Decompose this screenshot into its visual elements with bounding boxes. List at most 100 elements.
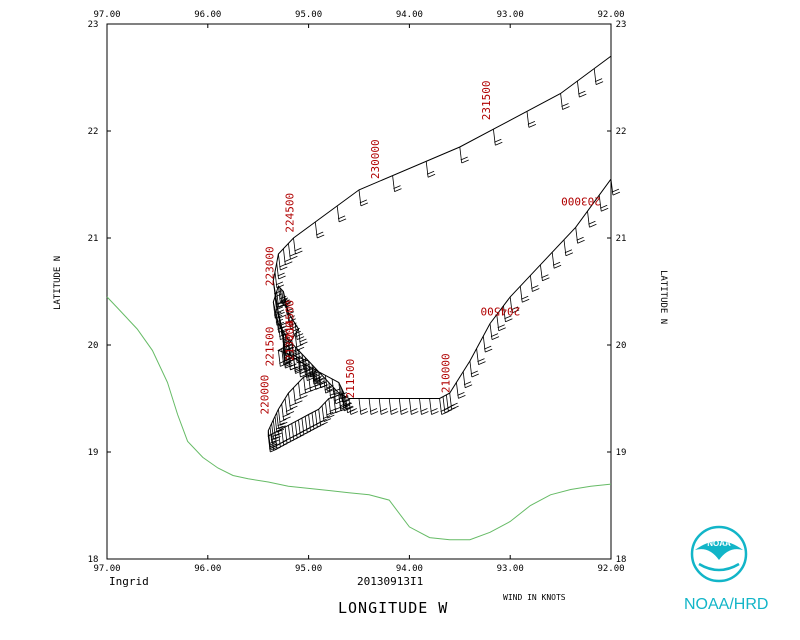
wind-barb xyxy=(288,393,298,410)
wind-barb xyxy=(336,205,347,223)
wind-barb xyxy=(318,409,328,426)
y-axis-title-right: LATITUDE N xyxy=(658,270,668,324)
wind-barb xyxy=(325,402,335,419)
wind-barb xyxy=(469,360,479,378)
x-tick-label-bottom: 95.00 xyxy=(295,564,322,574)
wind-barb xyxy=(575,227,585,244)
x-tick-label-top: 93.00 xyxy=(497,10,524,20)
wind-barb xyxy=(519,286,530,303)
y-tick-label-left: 20 xyxy=(88,341,99,351)
wind-barb xyxy=(577,81,587,98)
wind-barb xyxy=(283,350,293,367)
wind-barb xyxy=(293,357,303,374)
wind-barb xyxy=(429,398,439,415)
wind-barb xyxy=(281,403,291,421)
y-tick-label-right: 21 xyxy=(616,234,627,244)
y-tick-label-right: 23 xyxy=(616,20,627,30)
time-label: 213000 xyxy=(284,321,297,361)
x-tick-label-bottom: 96.00 xyxy=(194,564,221,574)
wind-barb xyxy=(540,264,550,282)
y-tick-label-right: 20 xyxy=(616,341,627,351)
time-label: 220000 xyxy=(258,375,271,415)
wind-barb xyxy=(276,302,286,319)
wind-barb xyxy=(293,387,303,405)
y-tick-label-left: 23 xyxy=(88,20,99,30)
x-tick-label-bottom: 92.00 xyxy=(597,564,624,574)
time-label: 223000 xyxy=(263,246,276,286)
date-id: 20130913I1 xyxy=(357,575,423,588)
x-tick: 94.00 94.00 xyxy=(396,10,423,574)
wind-barb xyxy=(493,129,503,146)
y-tick: 21 21 xyxy=(88,234,627,244)
wind-barb xyxy=(459,146,469,164)
time-label: 210000 xyxy=(440,353,453,393)
wind-barb xyxy=(358,189,369,207)
wind-barb xyxy=(560,93,570,110)
time-label: 214500 xyxy=(284,300,297,340)
wind-barb xyxy=(340,385,350,403)
plot-frame xyxy=(106,23,612,560)
x-tick-label-top: 94.00 xyxy=(396,10,423,20)
time-label: 204500 xyxy=(481,305,521,318)
flight-track xyxy=(267,55,621,453)
wind-barb xyxy=(304,364,315,381)
wind-barb xyxy=(303,377,313,394)
wind-barb xyxy=(288,353,298,371)
wind-barb xyxy=(509,296,520,314)
wind-barb xyxy=(318,371,328,389)
wind-barb xyxy=(298,360,308,378)
time-label: 221500 xyxy=(263,327,276,367)
wind-barb xyxy=(530,275,540,292)
time-label: 224500 xyxy=(284,193,297,233)
wind-barb xyxy=(283,344,293,362)
wind-barb xyxy=(358,398,369,415)
time-label: 231500 xyxy=(480,81,493,121)
wind-barb xyxy=(338,382,348,399)
y-tick: 18 18 xyxy=(88,555,627,565)
wind-barb xyxy=(388,398,399,415)
y-tick-label-right: 22 xyxy=(616,127,627,137)
x-tick: 93.00 93.00 xyxy=(497,10,524,574)
wind-barb xyxy=(439,398,449,415)
wind-barb xyxy=(288,243,298,260)
wind-barb xyxy=(610,179,621,196)
wind-barb xyxy=(496,314,506,332)
x-axis-title: LONGITUDE W xyxy=(338,599,448,617)
y-tick: 20 20 xyxy=(88,341,627,351)
svg-text:NOAA: NOAA xyxy=(707,539,731,548)
time-label: 230000 xyxy=(369,139,382,179)
wind-barb xyxy=(425,161,436,178)
y-tick-label-right: 19 xyxy=(616,448,627,458)
wind-barb xyxy=(311,368,322,385)
y-tick-label-left: 18 xyxy=(88,555,99,565)
x-tick: 97.00 97.00 xyxy=(93,10,120,574)
wind-barb xyxy=(482,336,493,353)
x-tick: 96.00 96.00 xyxy=(194,10,221,574)
wind-barb xyxy=(392,175,402,192)
wind-barb xyxy=(368,398,379,415)
wind-barb xyxy=(489,323,500,340)
wind-barb xyxy=(456,382,466,399)
x-tick-label-bottom: 97.00 xyxy=(93,564,120,574)
wind-barb xyxy=(462,371,473,389)
wind-barb xyxy=(278,253,288,271)
wind-barb xyxy=(276,412,286,430)
x-tick-label-top: 95.00 xyxy=(295,10,322,20)
wind-barb xyxy=(321,405,332,422)
wind-barb xyxy=(278,409,288,426)
wind-barb xyxy=(409,398,419,415)
wind-barb xyxy=(587,211,597,228)
coastline-path xyxy=(106,296,612,541)
wind-barb xyxy=(283,334,293,351)
wind-barb xyxy=(274,291,285,308)
wind-barb xyxy=(298,328,308,346)
x-tick-label-top: 97.00 xyxy=(93,10,120,20)
time-label: 211500 xyxy=(344,359,357,399)
wind-barb xyxy=(281,327,291,344)
y-tick-label-right: 18 xyxy=(616,555,627,565)
y-tick: 19 19 xyxy=(88,448,627,458)
wind-barb xyxy=(294,334,305,351)
x-tick-label-top: 92.00 xyxy=(597,10,624,20)
